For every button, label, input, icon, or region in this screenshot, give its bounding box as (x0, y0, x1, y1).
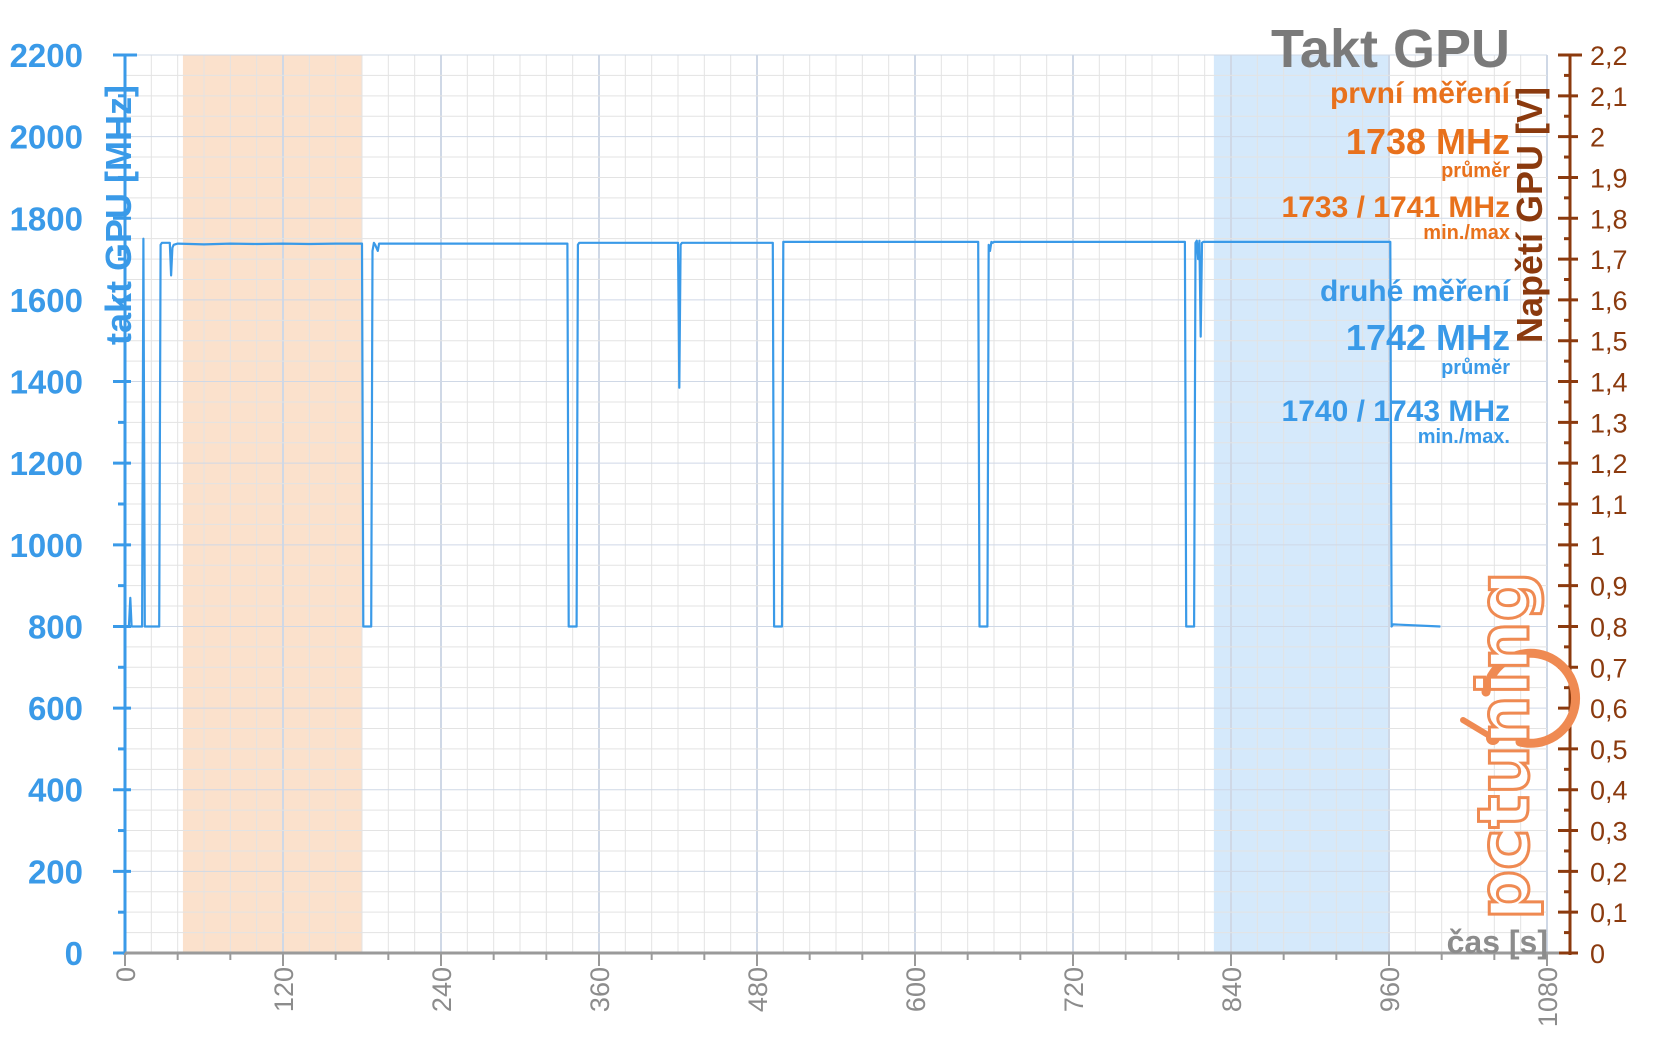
x-tick-label: 720 (1059, 967, 1089, 1012)
second-measurement-range-label: min./max. (1418, 426, 1510, 448)
x-tick-label: 480 (743, 967, 773, 1012)
y2-tick-label: 0,2 (1590, 857, 1628, 887)
y2-tick-label: 2,1 (1590, 82, 1628, 112)
logo-wordmark: pctuning (1463, 571, 1545, 920)
first-measurement-label: první měření (1330, 77, 1512, 110)
second-measurement-avg-label: průměr (1441, 357, 1510, 379)
y2-tick-label: 0 (1590, 939, 1605, 969)
y2-tick-label: 0,5 (1590, 735, 1628, 765)
y-tick-label: 1400 (10, 364, 83, 401)
x-axis-title: čas [s] (1447, 924, 1548, 960)
y2-tick-label: 1,7 (1590, 245, 1628, 275)
x-tick-label: 360 (585, 967, 615, 1012)
y-tick-label: 2200 (10, 37, 83, 74)
grid-lines (124, 54, 1548, 954)
x-tick-label: 600 (901, 967, 931, 1012)
y2-tick-label: 1,9 (1590, 163, 1628, 193)
x-tick-label: 1080 (1533, 967, 1563, 1027)
y2-tick-label: 1,4 (1590, 368, 1628, 398)
y2-tick-label: 0,7 (1590, 653, 1628, 683)
y-tick-label: 2000 (10, 119, 83, 156)
y2-tick-label: 2 (1590, 123, 1605, 153)
y-tick-label: 800 (28, 608, 83, 645)
y2-tick-label: 1,1 (1590, 490, 1628, 520)
y2-tick-label: 0,1 (1590, 898, 1628, 928)
tick-labels: 0200400600800100012001400160018002000220… (10, 37, 1628, 1027)
x-tick-label: 120 (269, 967, 299, 1012)
y2-tick-label: 1,5 (1590, 327, 1628, 357)
y-tick-label: 200 (28, 853, 83, 890)
y-axis-title: takt GPU [MHz] (98, 85, 139, 345)
y-tick-label: 0 (65, 935, 83, 972)
y2-tick-label: 0,3 (1590, 817, 1628, 847)
gauge-icon (1460, 648, 1581, 748)
y2-tick-label: 1 (1590, 531, 1605, 561)
x-tick-label: 840 (1217, 967, 1247, 1012)
chart-title: Takt GPU (1271, 19, 1510, 79)
y-tick-label: 1800 (10, 200, 83, 237)
y2-tick-label: 1,2 (1590, 449, 1628, 479)
y-tick-label: 1200 (10, 445, 83, 482)
y-tick-label: 600 (28, 690, 83, 727)
y-tick-label: 1600 (10, 282, 83, 319)
first-measurement-range: 1733 / 1741 MHz (1282, 191, 1510, 224)
first-measurement-range-label: min./max (1423, 222, 1510, 244)
first-measurement-avg: 1738 MHz (1346, 121, 1510, 162)
y2-tick-label: 1,8 (1590, 204, 1628, 234)
y2-tick-label: 1,6 (1590, 286, 1628, 316)
x-tick-label: 240 (427, 967, 457, 1012)
y2-tick-label: 1,3 (1590, 408, 1628, 438)
y-tick-label: 1000 (10, 527, 83, 564)
y2-axis-title: Napětí GPU [V] (1509, 87, 1550, 343)
y2-tick-label: 0,4 (1590, 776, 1628, 806)
series-line-1 (125, 237, 1441, 628)
second-measurement-range: 1740 / 1743 MHz (1282, 395, 1510, 428)
y2-tick-label: 0,8 (1590, 612, 1628, 642)
y2-tick-label: 0,6 (1590, 694, 1628, 724)
series-layer (125, 237, 1441, 628)
first-measurement-avg-label: průměr (1441, 160, 1510, 182)
y-tick-label: 400 (28, 772, 83, 809)
y2-tick-label: 2,2 (1590, 41, 1628, 71)
pctuning-logo: pctuning (1460, 570, 1581, 922)
x-tick-label: 960 (1375, 967, 1405, 1012)
x-tick-label: 0 (111, 967, 141, 982)
second-measurement-avg: 1742 MHz (1346, 317, 1510, 358)
legend-panel: Takt GPU první měření 1738 MHz průměr 17… (1271, 19, 1512, 448)
second-measurement-label: druhé měření (1320, 275, 1512, 308)
y2-tick-label: 0,9 (1590, 572, 1628, 602)
